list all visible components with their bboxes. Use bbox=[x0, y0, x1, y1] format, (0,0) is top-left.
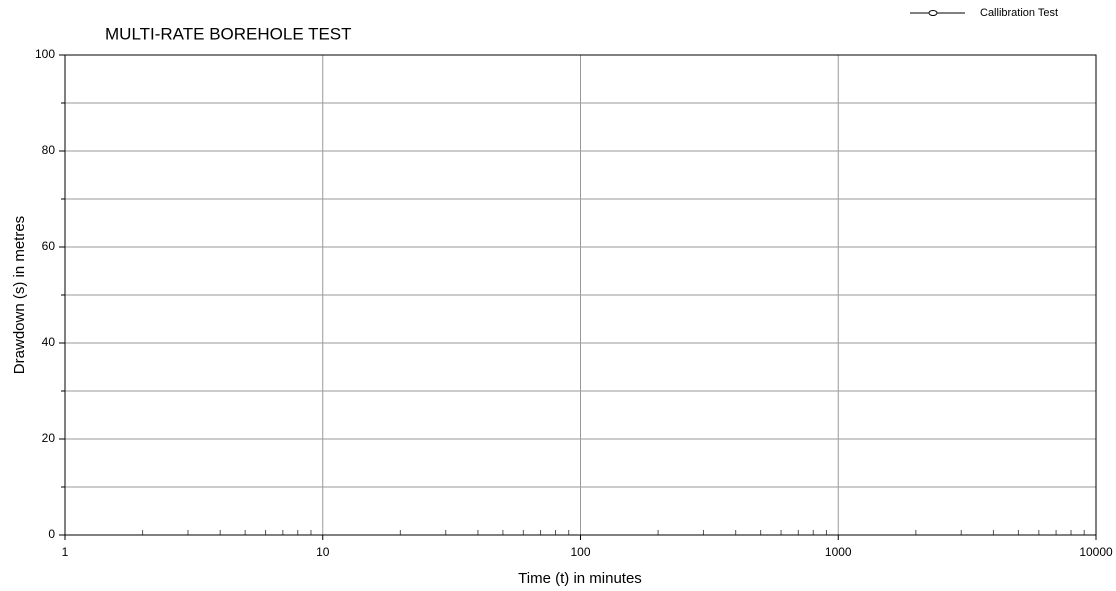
x-tick-label: 10000 bbox=[1079, 545, 1113, 559]
x-tick-label: 1000 bbox=[825, 545, 852, 559]
y-axis-label: Drawdown (s) in metres bbox=[11, 216, 28, 374]
legend-label: Callibration Test bbox=[980, 7, 1058, 19]
y-tick-label: 40 bbox=[42, 335, 56, 349]
legend-marker bbox=[928, 10, 938, 16]
plot-frame bbox=[64, 54, 1097, 536]
y-tick-label: 0 bbox=[48, 527, 55, 541]
x-tick-label: 100 bbox=[570, 545, 590, 559]
chart-title: MULTI-RATE BOREHOLE TEST bbox=[105, 24, 352, 43]
x-tick-label: 1 bbox=[62, 545, 69, 559]
y-tick-label: 100 bbox=[35, 47, 55, 61]
y-tick-label: 80 bbox=[42, 143, 56, 157]
y-tick-label: 60 bbox=[42, 239, 56, 253]
x-tick-label: 10 bbox=[316, 545, 330, 559]
x-axis-label: Time (t) in minutes bbox=[518, 570, 642, 587]
y-tick-label: 20 bbox=[42, 431, 56, 445]
